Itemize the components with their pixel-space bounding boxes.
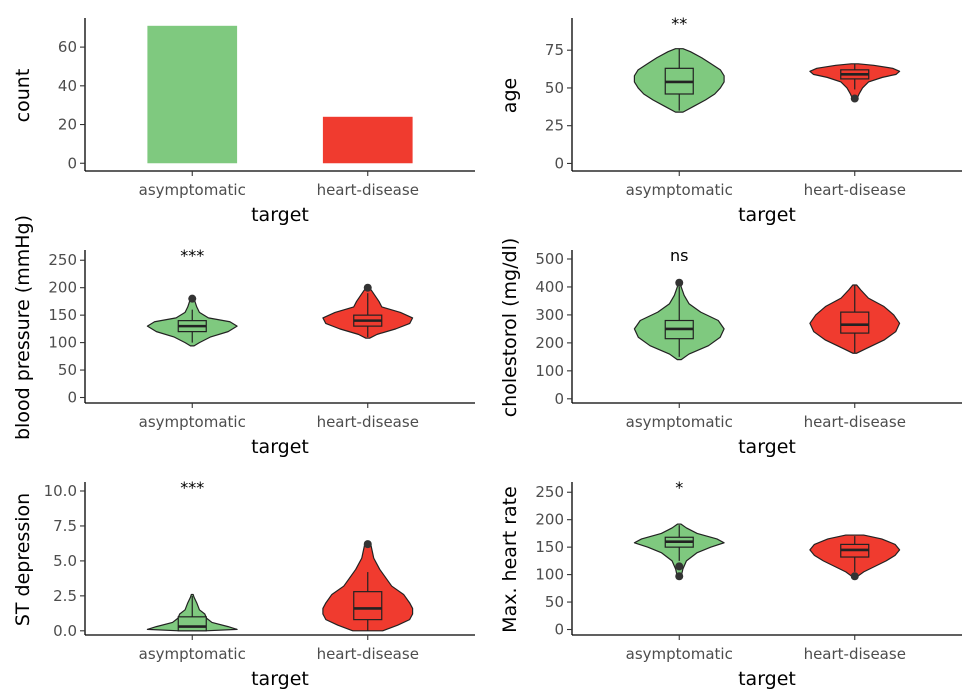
y-tick-label: 5.0 xyxy=(53,552,77,570)
y-tick-label: 40 xyxy=(58,77,77,95)
outlier-point xyxy=(675,562,684,571)
y-tick-label: 100 xyxy=(535,362,564,380)
outlier-point xyxy=(363,540,372,549)
y-tick-label: 400 xyxy=(535,278,564,296)
y-tick-label: 0 xyxy=(554,390,564,408)
panel-blood-pressure: 0 50 100 150 200 250 asymptomatic heart-disease… xyxy=(12,215,475,458)
outlier-point xyxy=(363,283,372,292)
significance-label: * xyxy=(675,478,683,497)
y-tick-label: 50 xyxy=(58,361,77,379)
x-tick-label: asymptomatic xyxy=(626,413,733,431)
bar-heart-disease xyxy=(322,116,413,164)
x-tick-label: asymptomatic xyxy=(139,645,246,663)
x-tick-label: asymptomatic xyxy=(626,645,733,663)
panel-count: 0 20 40 60 asymptomatic heart-disease target co… xyxy=(12,18,475,226)
x-tick-label: asymptomatic xyxy=(626,181,733,199)
panel-max-heart-rate: 0 50 100 150 200 250 asymptomatic heart-disease… xyxy=(499,478,962,690)
x-tick-label: heart-disease xyxy=(804,181,906,199)
y-axis-title: age xyxy=(499,78,521,113)
x-tick-label: asymptomatic xyxy=(139,413,246,431)
x-axis-title: target xyxy=(738,668,796,690)
x-tick-label: heart-disease xyxy=(804,413,906,431)
y-tick-label: 0 xyxy=(554,621,564,639)
significance-label: ** xyxy=(671,14,687,33)
y-axis-title: cholestorol (mg/dl) xyxy=(499,238,521,418)
box-heart-disease xyxy=(353,591,383,621)
y-tick-label: 50 xyxy=(545,593,564,611)
x-axis-title: target xyxy=(738,204,796,226)
y-tick-label: 100 xyxy=(535,566,564,584)
y-axis-title: ST depression xyxy=(12,493,34,626)
panel-age: 0 25 50 75 asymptomatic heart-disease target ag… xyxy=(499,14,962,226)
y-tick-label: 100 xyxy=(48,334,77,352)
x-tick-label: heart-disease xyxy=(317,645,419,663)
panel-st-depression: 0.0 2.5 5.0 7.5 10.0 asymptomatic heart-diseas… xyxy=(12,478,475,690)
box-heart-disease xyxy=(840,311,870,334)
significance-label: ns xyxy=(670,246,688,265)
box-asymptomatic xyxy=(177,616,207,632)
y-axis-title: blood pressure (mmHg) xyxy=(12,215,34,440)
outlier-point xyxy=(675,572,684,581)
y-tick-label: 7.5 xyxy=(53,517,77,535)
x-tick-label: heart-disease xyxy=(317,181,419,199)
y-tick-label: 500 xyxy=(535,250,564,268)
x-tick-label: heart-disease xyxy=(317,413,419,431)
y-tick-label: 25 xyxy=(545,117,564,135)
x-axis-title: target xyxy=(738,436,796,458)
y-tick-label: 150 xyxy=(535,538,564,556)
x-tick-label: asymptomatic xyxy=(139,181,246,199)
significance-label: *** xyxy=(180,246,204,265)
y-tick-label: 0 xyxy=(67,154,77,172)
y-tick-label: 200 xyxy=(48,279,77,297)
x-axis-title: target xyxy=(251,668,309,690)
y-tick-label: 0 xyxy=(67,389,77,407)
y-tick-label: 75 xyxy=(545,41,564,59)
y-tick-label: 10.0 xyxy=(44,482,77,500)
y-tick-label: 50 xyxy=(545,79,564,97)
y-tick-label: 200 xyxy=(535,511,564,529)
y-tick-label: 250 xyxy=(535,483,564,501)
y-tick-label: 0.0 xyxy=(53,622,77,640)
outlier-point xyxy=(188,294,197,303)
y-tick-label: 0 xyxy=(554,154,564,172)
outlier-point xyxy=(850,94,859,103)
y-axis-title: Max. heart rate xyxy=(499,486,521,633)
y-tick-label: 200 xyxy=(535,334,564,352)
panel-cholesterol: 0 100 200 300 400 500 asymptomatic heart-diseas… xyxy=(499,238,962,458)
outlier-point xyxy=(675,278,684,287)
y-tick-label: 2.5 xyxy=(53,587,77,605)
y-tick-label: 20 xyxy=(58,116,77,134)
y-tick-label: 60 xyxy=(58,38,77,56)
y-tick-label: 250 xyxy=(48,251,77,269)
y-tick-label: 150 xyxy=(48,306,77,324)
outlier-point xyxy=(850,572,859,581)
x-axis-title: target xyxy=(251,204,309,226)
y-tick-label: 300 xyxy=(535,306,564,324)
y-axis-title: count xyxy=(12,69,34,123)
x-axis-title: target xyxy=(251,436,309,458)
bar-asymptomatic xyxy=(147,25,238,164)
significance-label: *** xyxy=(180,478,204,497)
x-tick-label: heart-disease xyxy=(804,645,906,663)
